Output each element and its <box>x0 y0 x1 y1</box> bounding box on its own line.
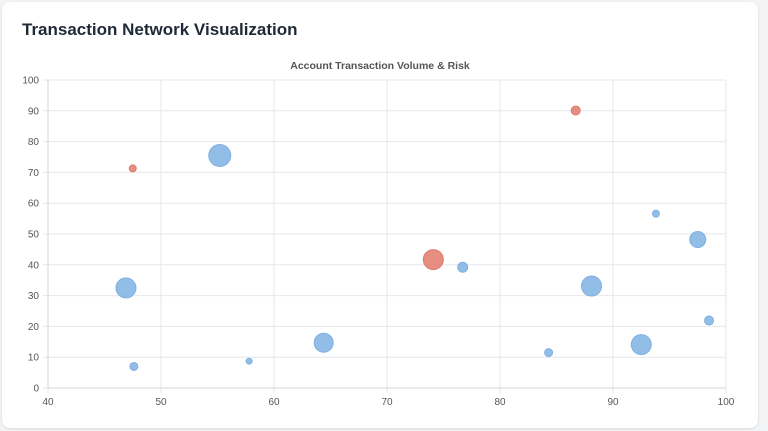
y-tick-label: 40 <box>28 260 40 271</box>
x-tick-label: 50 <box>155 397 167 408</box>
x-tick-label: 80 <box>494 397 506 408</box>
account-point[interactable] <box>208 143 232 167</box>
y-tick-label: 70 <box>28 168 40 179</box>
account-point[interactable] <box>115 277 137 299</box>
account-point[interactable] <box>245 357 253 365</box>
x-tick-label: 70 <box>381 397 393 408</box>
risk-account-point[interactable] <box>128 164 137 173</box>
account-point[interactable] <box>313 332 334 353</box>
y-tick-label: 10 <box>28 353 40 364</box>
x-tick-label: 100 <box>718 397 735 408</box>
account-point[interactable] <box>689 231 707 249</box>
page-title: Transaction Network Visualization <box>22 20 298 39</box>
y-tick-label: 50 <box>28 230 40 241</box>
y-tick-label: 60 <box>28 199 40 210</box>
y-tick-label: 30 <box>28 291 40 302</box>
x-tick-label: 90 <box>607 397 619 408</box>
y-tick-label: 20 <box>28 322 40 333</box>
account-point[interactable] <box>544 348 554 358</box>
account-point[interactable] <box>630 334 652 356</box>
account-point[interactable] <box>457 261 469 273</box>
account-point[interactable] <box>651 209 660 218</box>
x-tick-label: 40 <box>42 397 54 408</box>
y-tick-label: 90 <box>28 106 40 117</box>
y-tick-label: 100 <box>22 76 39 87</box>
account-point[interactable] <box>129 361 139 371</box>
y-tick-label: 0 <box>33 384 39 395</box>
axes <box>47 80 726 389</box>
x-tick-label: 60 <box>268 397 280 408</box>
account-point[interactable] <box>581 275 603 297</box>
risk-account-point[interactable] <box>570 105 581 116</box>
data-points[interactable] <box>115 105 715 371</box>
account-point[interactable] <box>704 315 715 326</box>
y-tick-label: 80 <box>28 137 40 148</box>
risk-account-point[interactable] <box>422 249 444 271</box>
grid-lines <box>43 79 727 393</box>
tick-labels: 40 50 60 70 80 90 100 0 10 20 30 40 50 60 70 80 90 100 <box>22 76 734 409</box>
chart-title: Account Transaction Volume & Risk <box>290 60 470 72</box>
